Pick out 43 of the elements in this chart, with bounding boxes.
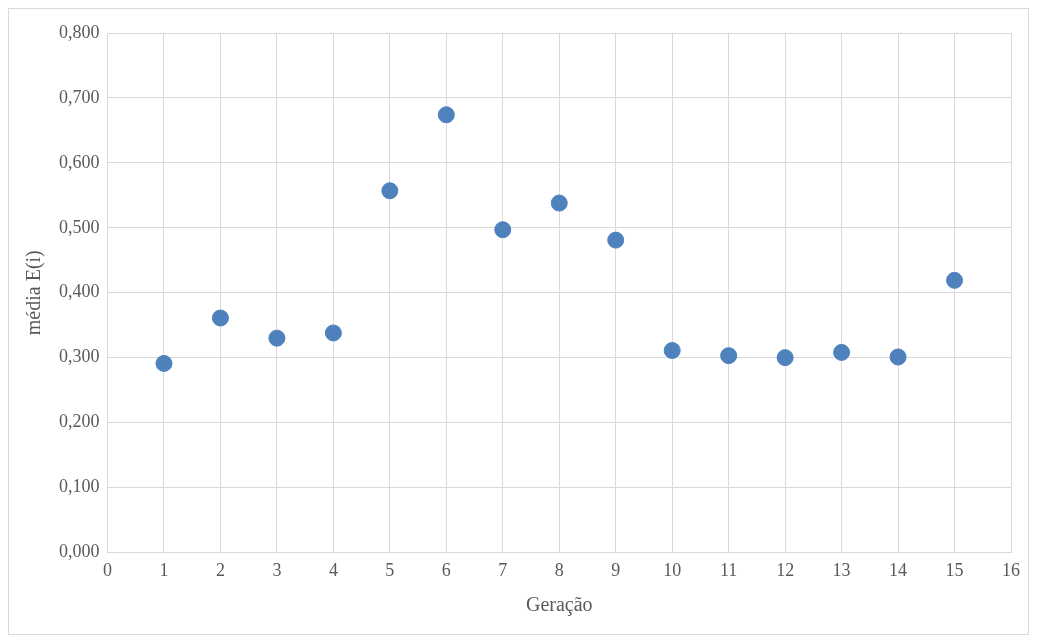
point (550, 194, 568, 212)
x-tick-label: 11 (719, 559, 738, 580)
x-tick-label: 9 (611, 559, 621, 580)
y-tick-label: 0,500 (59, 216, 100, 237)
x-tick-label: 14 (889, 559, 908, 580)
x-tick-label: 3 (272, 559, 282, 580)
point (324, 324, 342, 342)
y-tick-label: 0,600 (59, 151, 100, 172)
point (494, 221, 512, 239)
x-tick-label: 4 (328, 559, 338, 580)
point (607, 231, 625, 249)
y-tick-label: 0,300 (59, 346, 100, 367)
point (663, 341, 681, 359)
x-tick-label: 16 (1002, 559, 1020, 580)
point (381, 182, 399, 200)
point (833, 343, 851, 361)
x-tick-label: 8 (554, 559, 564, 580)
x-axis-title: Geração (525, 593, 593, 617)
point (776, 349, 794, 367)
x-tick-label: 2 (215, 559, 225, 580)
y-tick-label: 0,800 (59, 21, 100, 42)
y-tick-label: 0,700 (59, 86, 100, 107)
point (889, 348, 907, 366)
point (437, 106, 455, 124)
x-tick-label: 12 (776, 559, 795, 580)
y-tick-label: 0,000 (59, 541, 100, 562)
point (946, 271, 964, 289)
x-tick-label: 5 (385, 559, 395, 580)
y-tick-label: 0,400 (59, 281, 100, 302)
y-axis-title: média E(i) (22, 250, 46, 336)
x-tick-label: 1 (159, 559, 169, 580)
x-tick-label: 15 (945, 559, 964, 580)
x-tick-label: 10 (663, 559, 682, 580)
point (268, 329, 286, 347)
x-tick-label: 0 (103, 559, 112, 580)
x-tick-label: 6 (441, 559, 451, 580)
x-tick-label: 7 (498, 559, 508, 580)
point (211, 309, 229, 327)
point (720, 347, 738, 365)
y-tick-label: 0,200 (59, 411, 100, 432)
point (155, 354, 173, 372)
y-tick-label: 0,100 (59, 476, 100, 497)
x-tick-label: 13 (832, 559, 851, 580)
